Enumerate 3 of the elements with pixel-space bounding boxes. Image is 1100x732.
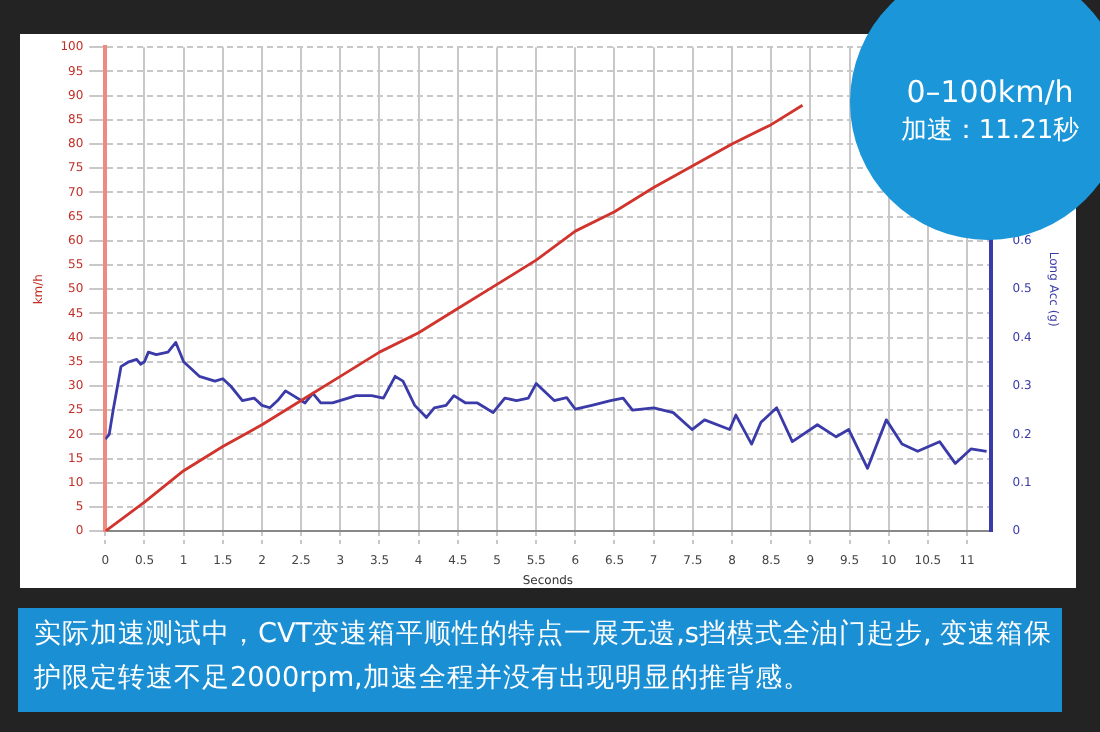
- annotation: 加速：11.21秒: [898, 114, 1082, 150]
- annotation: 0–100km/h: [904, 72, 1076, 112]
- text: 实际加速测试中，CVT变速箱平顺性的特点一展无遗,s挡模式全油门起步, 变速箱保护限定转速不足2000rpm,加速全程并没有出现明显的推背感。: [18, 608, 1062, 712]
